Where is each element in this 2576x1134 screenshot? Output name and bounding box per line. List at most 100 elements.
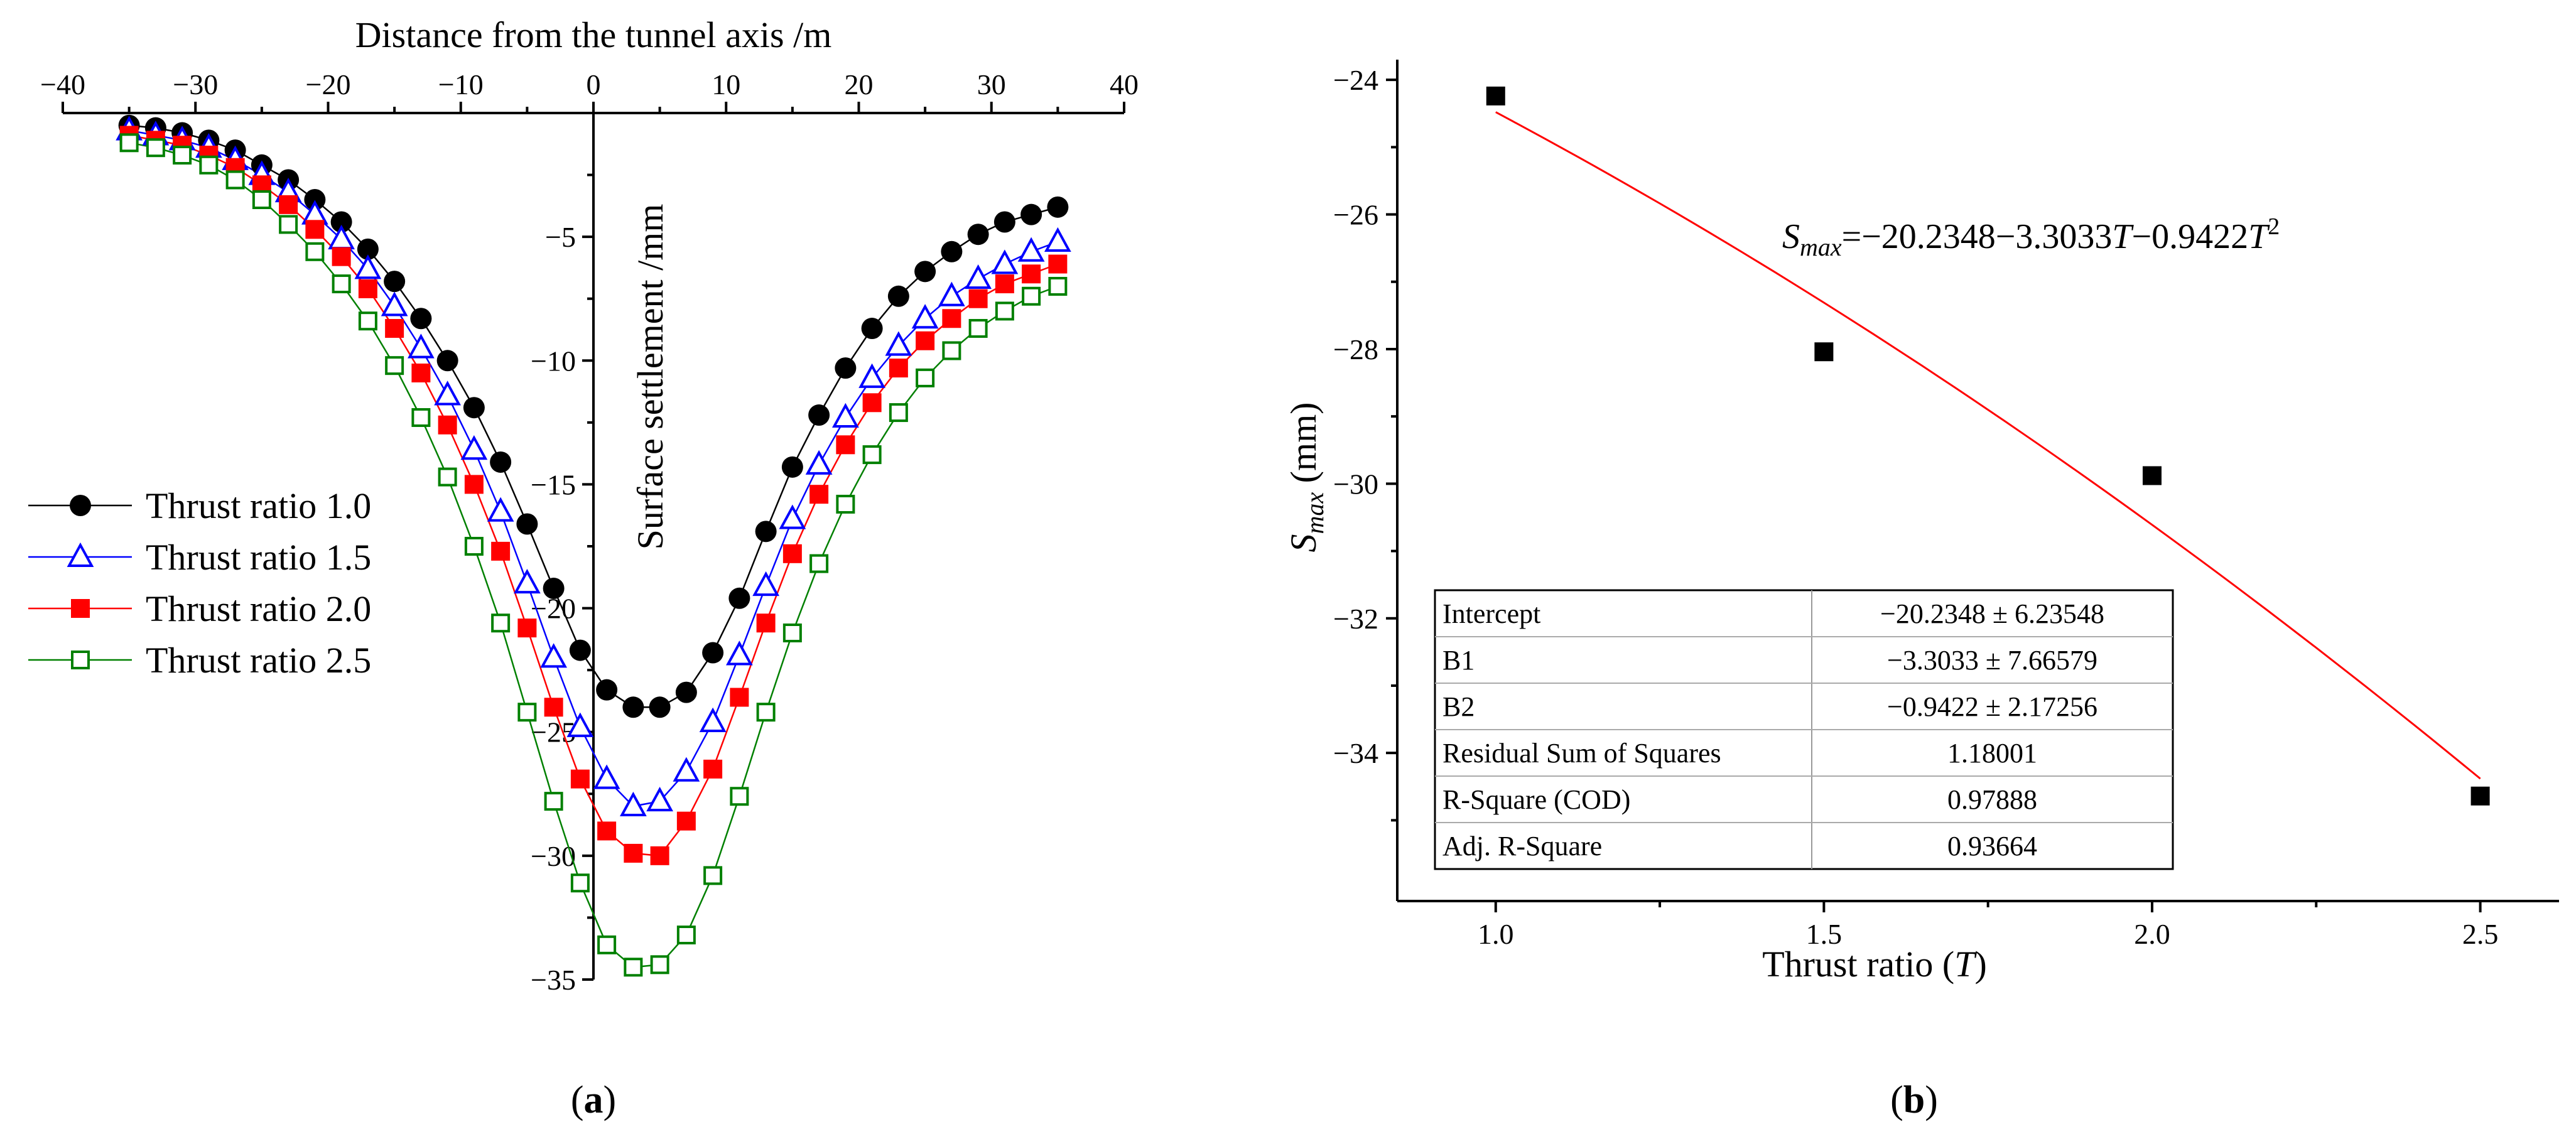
data-point-series-1 <box>357 238 379 260</box>
data-point-series-4 <box>676 926 696 945</box>
data-point-series-3 <box>544 698 563 717</box>
data-point-series-4 <box>225 170 245 190</box>
equation-t2: T <box>2248 217 2270 256</box>
panel-a-y-tick-label: −5 <box>545 221 576 253</box>
stats-table-label: B2 <box>1442 691 1475 722</box>
panel-b-stats-table: Intercept −20.2348 ± 6.23548 B1 −3.3033 ± 7… <box>1434 589 2174 870</box>
data-point-series-2 <box>593 764 620 789</box>
data-point-series-3 <box>703 759 723 779</box>
equation-body: =−20.2348−3.3033 <box>1842 217 2113 256</box>
panel-b-y-tick-label: −32 <box>1333 603 1378 635</box>
panel-b-y-axis-label: Smax (mm) <box>1283 402 1329 553</box>
data-point-series-2 <box>938 281 965 306</box>
legend-label-1: Thrust ratio 1.0 <box>146 485 371 526</box>
data-point-series-3 <box>438 415 457 435</box>
panel-b-x-tick-label: 1.5 <box>1806 918 1843 950</box>
panel-a-x-tick-label: 20 <box>845 68 874 100</box>
data-point-series-4 <box>889 403 908 423</box>
data-point-series-2 <box>858 363 885 388</box>
panel-b-y-tick-label: −34 <box>1333 737 1378 769</box>
panel-a-x-tick-label: −10 <box>438 68 484 100</box>
data-point-series-4 <box>173 146 192 165</box>
data-point-series-2 <box>408 333 435 359</box>
panel-b-y-label-sub: max <box>1301 492 1329 534</box>
data-point-series-3 <box>1022 264 1041 284</box>
panel-b-x-tick-label: 2.5 <box>2462 918 2499 950</box>
data-point-series-4 <box>279 215 298 234</box>
data-point-series-4 <box>1022 286 1041 306</box>
data-point-series-1 <box>967 224 989 246</box>
data-point-series-4 <box>650 955 669 975</box>
stats-table-label: B1 <box>1442 645 1475 676</box>
data-point-series-1 <box>702 642 724 664</box>
data-point-series-3 <box>491 541 511 561</box>
data-point-series-1 <box>596 679 618 701</box>
stats-table-label: R-Square (COD) <box>1442 784 1630 815</box>
data-point-series-4 <box>411 408 431 427</box>
data-point-series-3 <box>624 843 643 863</box>
panel-a-y-tick-label: −10 <box>531 345 576 377</box>
data-point-series-2 <box>805 450 833 475</box>
data-point-series-1 <box>516 513 538 535</box>
data-point-series-3 <box>570 769 590 789</box>
data-point-series-2 <box>381 291 408 316</box>
panel-b-data-points <box>1486 86 2490 806</box>
data-point-series-2 <box>540 643 567 668</box>
data-point-series-3 <box>889 359 908 378</box>
data-point-series-1 <box>436 350 458 372</box>
data-point-series-2 <box>566 712 594 737</box>
data-point-series-2 <box>460 435 488 460</box>
data-point-series-3 <box>968 289 988 308</box>
data-point-series-1 <box>941 240 963 262</box>
data-point-series-1 <box>490 451 512 473</box>
panel-a-x-tick-label: −30 <box>173 68 218 100</box>
caption-b-open: ( <box>1890 1079 1903 1121</box>
data-point-series-1 <box>304 189 326 210</box>
data-point <box>2142 466 2162 485</box>
data-point-series-1 <box>622 696 644 718</box>
caption-b: (b) <box>1890 1079 1938 1121</box>
data-point-series-2 <box>1017 237 1045 262</box>
legend-label-4: Thrust ratio 2.5 <box>146 640 371 681</box>
fit-curve <box>1495 111 2481 780</box>
data-point-series-2 <box>1044 227 1071 252</box>
panel-b-x-label-main: Thrust ratio ( <box>1762 944 1954 985</box>
data-point-series-1 <box>649 696 671 718</box>
data-point-series-4 <box>332 274 351 294</box>
data-point-series-3 <box>676 811 696 831</box>
equation-mid: −0.9422 <box>2132 217 2249 256</box>
data-point-series-2 <box>354 254 382 279</box>
panel-b-y-tick-label: −30 <box>1333 468 1378 500</box>
caption-a-letter: a <box>584 1079 603 1121</box>
caption-a: (a) <box>571 1079 616 1121</box>
data-point-series-4 <box>916 368 935 387</box>
panel-b-y-tick-label: −26 <box>1333 199 1378 231</box>
data-point-series-4 <box>597 935 617 954</box>
panel-a-y-tick-label: −30 <box>531 840 576 872</box>
data-point-series-3 <box>464 475 484 494</box>
data-point-series-4 <box>782 624 802 642</box>
panel-a-x-axis-label: Distance from the tunnel axis /m <box>355 14 832 55</box>
data-point-series-2 <box>885 331 912 356</box>
data-point-series-1 <box>1047 196 1069 218</box>
data-point-series-3 <box>650 846 669 865</box>
data-point-series-1 <box>781 456 803 478</box>
data-point-series-3 <box>385 319 404 338</box>
stats-table-value: 0.97888 <box>1947 784 2037 815</box>
panel-b-y-tick-label: −28 <box>1333 333 1378 365</box>
stats-table-label: Residual Sum of Squares <box>1442 738 1721 769</box>
data-point-series-3 <box>862 393 882 413</box>
caption-b-letter: b <box>1903 1079 1925 1121</box>
data-point-series-3 <box>942 309 961 328</box>
data-point-series-3 <box>305 220 325 239</box>
equation-t1: T <box>2112 217 2134 256</box>
panel-a-y-tick-label: −25 <box>531 716 576 748</box>
data-point-series-2 <box>699 707 727 732</box>
panel-a-x-tick-label: 30 <box>977 68 1006 100</box>
panel-b-x-label-end: ) <box>1974 944 1986 985</box>
data-point-series-4 <box>968 319 988 338</box>
panel-a-y-axis-label: Surface settlement /mm <box>630 204 671 550</box>
panel-b-x-tick-label: 2.0 <box>2134 918 2170 950</box>
data-point-series-4 <box>464 537 484 556</box>
